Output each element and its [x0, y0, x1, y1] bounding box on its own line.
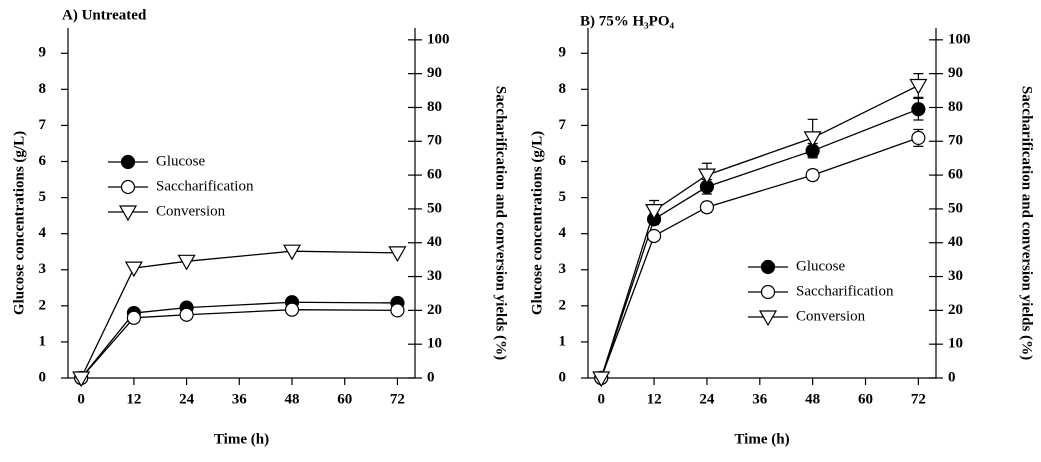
y2-tick-label: 0: [427, 369, 435, 385]
legend-label: Glucose: [796, 258, 845, 274]
x-tick-label: 24: [699, 391, 715, 407]
marker: [699, 169, 715, 183]
y2-tick-label: 50: [427, 200, 442, 216]
marker: [648, 229, 661, 242]
y2-tick-label: 90: [427, 65, 442, 81]
marker: [286, 303, 299, 316]
marker: [127, 311, 140, 324]
chart-title: A) Untreated: [62, 7, 147, 23]
x-axis-label: Time (h): [734, 431, 789, 447]
legend-label: Conversion: [796, 308, 866, 324]
y2-tick-label: 60: [948, 167, 963, 183]
series-line: [601, 109, 918, 378]
legend-marker: [120, 206, 136, 220]
y2-tick-label: 20: [427, 302, 442, 318]
x-tick-label: 36: [232, 391, 248, 407]
marker: [700, 201, 713, 214]
y2-tick-label: 90: [948, 65, 963, 81]
legend-marker: [122, 156, 135, 169]
y2-tick-label: 30: [948, 268, 963, 284]
y-axis-label: Glucose concentrations (g/L): [11, 131, 27, 315]
x-tick-label: 12: [647, 391, 662, 407]
marker: [180, 308, 193, 321]
y2-tick-label: 70: [427, 133, 442, 149]
x-tick-label: 60: [337, 391, 352, 407]
figure: A) Untreated Time (h) Glucose concentratio…: [0, 0, 1041, 457]
y-tick-label: 2: [559, 297, 567, 313]
y-tick-label: 9: [39, 45, 47, 61]
y-tick-label: 0: [559, 369, 567, 385]
y-axis-label: Glucose concentrations (g/L): [529, 131, 545, 315]
y-tick-label: 6: [39, 153, 47, 169]
y-tick-label: 1: [559, 333, 567, 349]
y-tick-label: 1: [39, 333, 47, 349]
marker: [912, 131, 925, 144]
y2-tick-label: 100: [427, 31, 450, 47]
y2-tick-label: 80: [427, 99, 442, 115]
y-tick-label: 8: [39, 81, 47, 97]
x-tick-label: 24: [179, 391, 195, 407]
y2-tick-label: 60: [427, 167, 442, 183]
series-line: [601, 138, 918, 378]
y2-tick-label: 0: [948, 369, 956, 385]
x-tick-label: 48: [285, 391, 300, 407]
x-tick-label: 0: [597, 391, 605, 407]
y2-axis-label: Saccharification and conversion yields (…: [493, 86, 509, 360]
y2-tick-label: 40: [427, 234, 442, 250]
legend-marker: [762, 286, 775, 299]
x-tick-label: 72: [390, 391, 405, 407]
y2-axis-label: Saccharification and conversion yields (…: [1019, 86, 1035, 360]
y-tick-label: 0: [39, 369, 47, 385]
legend-marker: [760, 311, 776, 325]
marker: [805, 132, 821, 146]
y2-tick-label: 10: [427, 336, 442, 352]
y-tick-label: 4: [559, 225, 567, 241]
x-tick-label: 36: [752, 391, 768, 407]
marker: [391, 304, 404, 317]
y-tick-label: 6: [559, 153, 567, 169]
y2-tick-label: 40: [948, 234, 963, 250]
chart-title: B) 75% H₃PO₄: [580, 13, 674, 29]
y-tick-label: 2: [39, 297, 47, 313]
marker: [389, 247, 405, 261]
legend-label: Glucose: [156, 153, 205, 169]
y2-tick-label: 30: [427, 268, 442, 284]
y2-tick-label: 70: [948, 133, 963, 149]
legend-label: Saccharification: [156, 178, 254, 194]
y-tick-label: 8: [559, 81, 567, 97]
marker: [912, 103, 925, 116]
y-tick-label: 7: [559, 117, 567, 133]
marker: [806, 169, 819, 182]
axis-frame: [68, 28, 415, 378]
y2-tick-label: 100: [948, 31, 971, 47]
y-tick-label: 9: [559, 45, 567, 61]
legend-marker: [762, 261, 775, 274]
marker: [910, 79, 926, 93]
y-tick-label: 3: [39, 261, 47, 277]
legend-label: Conversion: [156, 203, 226, 219]
y2-tick-label: 80: [948, 99, 963, 115]
x-tick-label: 60: [858, 391, 873, 407]
y2-tick-label: 10: [948, 336, 963, 352]
x-tick-label: 12: [126, 391, 141, 407]
y2-tick-label: 50: [948, 200, 963, 216]
x-axis-label: Time (h): [214, 431, 269, 447]
y-tick-label: 7: [39, 117, 47, 133]
y-tick-label: 4: [39, 225, 47, 241]
legend-label: Saccharification: [796, 283, 894, 299]
y-tick-label: 5: [39, 189, 47, 205]
y-tick-label: 5: [559, 189, 567, 205]
axis-frame: [588, 28, 936, 378]
y2-tick-label: 20: [948, 302, 963, 318]
x-tick-label: 0: [77, 391, 85, 407]
x-tick-label: 48: [805, 391, 820, 407]
marker: [126, 262, 142, 276]
y-tick-label: 3: [559, 261, 567, 277]
legend-marker: [122, 181, 135, 194]
x-tick-label: 72: [911, 391, 926, 407]
